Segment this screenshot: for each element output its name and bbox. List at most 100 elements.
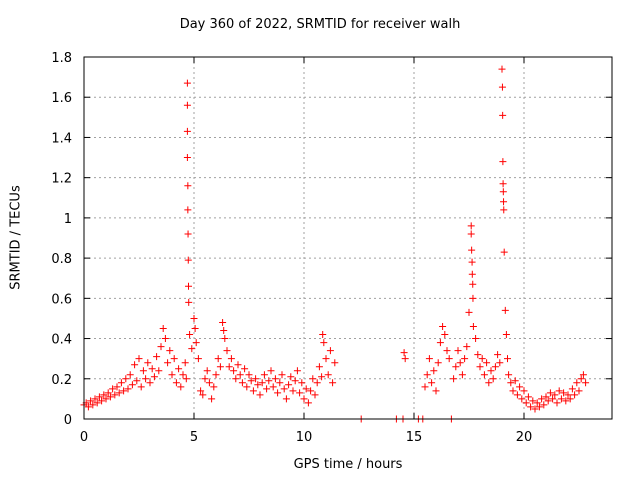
data-point bbox=[320, 339, 328, 347]
data-point bbox=[544, 397, 552, 405]
data-point bbox=[524, 393, 532, 401]
data-point bbox=[501, 306, 509, 314]
data-point bbox=[568, 385, 576, 393]
data-point bbox=[236, 371, 244, 379]
data-point bbox=[184, 230, 192, 238]
y-tick-label: 1.2 bbox=[51, 172, 72, 187]
data-point bbox=[210, 383, 218, 391]
data-point bbox=[331, 359, 339, 367]
data-point bbox=[500, 198, 508, 206]
chart-title: Day 360 of 2022, SRMTID for receiver wal… bbox=[179, 17, 461, 32]
data-point bbox=[319, 331, 327, 339]
data-point bbox=[571, 391, 579, 399]
data-point bbox=[98, 397, 106, 405]
grid-lines bbox=[84, 57, 612, 419]
data-point bbox=[553, 399, 561, 407]
data-point bbox=[566, 395, 574, 403]
data-point bbox=[527, 403, 535, 411]
data-point bbox=[291, 377, 299, 385]
data-point bbox=[500, 206, 508, 214]
data-point bbox=[463, 343, 471, 351]
data-point bbox=[454, 347, 462, 355]
data-point bbox=[443, 347, 451, 355]
data-point bbox=[461, 355, 469, 363]
data-point bbox=[267, 367, 275, 375]
data-point bbox=[311, 391, 319, 399]
data-point bbox=[485, 379, 493, 387]
x-axis-label: GPS time / hours bbox=[293, 457, 403, 472]
data-point bbox=[249, 387, 257, 395]
data-point bbox=[324, 371, 332, 379]
data-point bbox=[555, 387, 563, 395]
data-point bbox=[166, 347, 174, 355]
data-point bbox=[428, 379, 436, 387]
data-point bbox=[179, 371, 187, 379]
data-point bbox=[318, 373, 326, 381]
data-point bbox=[522, 399, 530, 407]
data-point bbox=[579, 371, 587, 379]
data-point bbox=[504, 355, 511, 363]
data-point bbox=[304, 399, 312, 407]
data-point bbox=[507, 379, 515, 387]
data-point bbox=[549, 395, 557, 403]
data-point bbox=[191, 325, 199, 332]
data-point bbox=[199, 391, 207, 399]
data-point bbox=[425, 355, 433, 363]
y-tick-label: 0.4 bbox=[51, 333, 72, 348]
data-point bbox=[498, 65, 506, 73]
data-point bbox=[245, 371, 253, 379]
data-point bbox=[439, 322, 447, 330]
data-point bbox=[93, 399, 101, 407]
data-point bbox=[469, 294, 477, 302]
data-point bbox=[445, 355, 453, 363]
data-point bbox=[551, 391, 559, 399]
data-point bbox=[137, 383, 145, 391]
data-point bbox=[468, 258, 476, 266]
data-point bbox=[89, 401, 97, 409]
data-point bbox=[214, 355, 222, 363]
data-point bbox=[469, 322, 477, 330]
y-axis-label: SRMTID / TECUs bbox=[8, 185, 24, 290]
data-point bbox=[476, 363, 484, 371]
data-point bbox=[280, 385, 288, 393]
data-point bbox=[300, 395, 308, 403]
data-point bbox=[87, 397, 95, 405]
data-point bbox=[315, 363, 323, 371]
data-point bbox=[542, 393, 550, 401]
data-point bbox=[254, 381, 262, 389]
data-point bbox=[513, 391, 521, 399]
data-point bbox=[573, 379, 581, 387]
data-point bbox=[234, 361, 242, 369]
y-tick-label: 0 bbox=[64, 413, 72, 428]
data-point bbox=[499, 180, 507, 188]
data-point bbox=[192, 339, 200, 347]
data-point bbox=[274, 389, 282, 397]
data-point bbox=[313, 379, 321, 387]
data-point bbox=[575, 387, 583, 395]
data-point bbox=[184, 182, 192, 190]
data-point bbox=[469, 280, 477, 288]
data-point bbox=[516, 383, 524, 391]
data-point bbox=[520, 387, 528, 395]
data-points bbox=[80, 65, 590, 423]
data-point bbox=[128, 381, 136, 389]
data-point bbox=[533, 399, 541, 407]
data-point bbox=[401, 355, 409, 363]
data-point bbox=[177, 383, 185, 391]
data-point bbox=[126, 371, 134, 379]
data-point bbox=[194, 355, 202, 363]
data-point bbox=[499, 158, 507, 166]
data-point bbox=[499, 111, 507, 119]
data-point bbox=[509, 387, 517, 395]
data-point bbox=[106, 393, 114, 401]
data-point bbox=[95, 393, 103, 401]
data-point bbox=[505, 371, 513, 379]
data-point bbox=[500, 248, 508, 256]
data-point bbox=[260, 371, 268, 379]
data-point bbox=[91, 395, 99, 403]
y-tick-label: 0.8 bbox=[51, 252, 72, 267]
data-point bbox=[117, 379, 125, 387]
data-point bbox=[278, 371, 286, 379]
data-point bbox=[258, 379, 266, 387]
